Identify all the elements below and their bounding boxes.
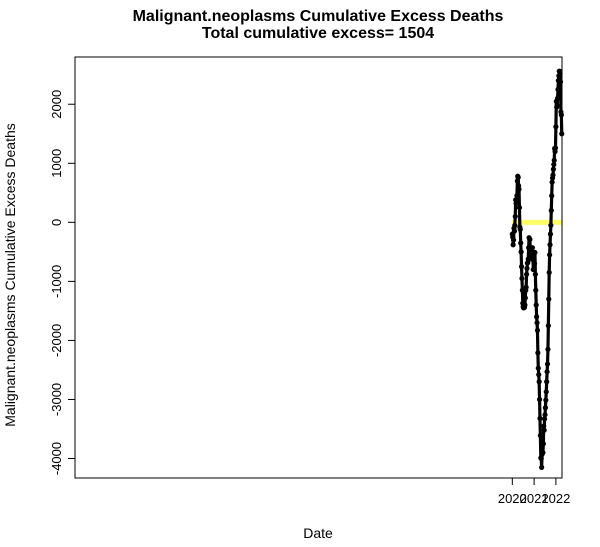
data-point	[538, 455, 544, 462]
plot-area	[509, 68, 565, 470]
data-point	[515, 174, 521, 181]
data-point	[550, 172, 556, 178]
data-point	[536, 396, 543, 403]
data-point	[554, 102, 560, 109]
x-tick-label: 2021	[520, 491, 549, 506]
series-line	[510, 69, 564, 469]
chart-subtitle: Total cumulative excess= 1504	[202, 25, 434, 42]
x-tick-label: 2020	[498, 491, 527, 506]
y-tick-label: -3000	[49, 383, 64, 416]
data-point	[518, 264, 525, 270]
data-point	[544, 379, 550, 385]
data-point	[516, 204, 523, 211]
data-point	[536, 379, 542, 385]
data-point	[548, 207, 554, 214]
data-point	[519, 275, 525, 282]
data-point	[543, 397, 549, 403]
data-point	[518, 240, 524, 246]
data-point	[512, 222, 518, 228]
data-point	[551, 161, 557, 168]
data-point	[545, 323, 551, 329]
data-point	[540, 450, 546, 456]
data-point	[548, 222, 554, 228]
data-point	[549, 179, 555, 185]
data-point	[541, 416, 548, 422]
data-point	[529, 245, 536, 251]
y-tick-label: -4000	[49, 442, 64, 475]
data-point	[522, 302, 528, 308]
data-point	[514, 193, 520, 199]
axes: -4000 -3000 -2000 -1000 0 1000 2000 20202021202…	[49, 90, 570, 506]
y-tick-label: -2000	[49, 324, 64, 357]
data-point	[534, 320, 540, 326]
data-point	[532, 271, 538, 277]
x-axis-label: Date	[303, 525, 333, 541]
data-point	[537, 432, 543, 439]
data-point	[545, 346, 551, 352]
data-point	[533, 287, 539, 293]
data-point	[542, 412, 548, 418]
data-point	[544, 369, 550, 375]
y-tick-label: 2000	[49, 90, 64, 119]
data-point	[540, 441, 546, 447]
data-point	[543, 389, 549, 395]
data-point	[535, 365, 541, 371]
data-point	[512, 213, 518, 220]
data-point	[539, 464, 545, 470]
data-point	[553, 124, 559, 130]
data-point	[518, 249, 524, 255]
data-point	[534, 314, 540, 320]
data-point	[541, 427, 547, 433]
data-point	[532, 249, 538, 256]
data-point	[535, 350, 541, 356]
data-point	[530, 266, 536, 273]
data-point	[558, 112, 564, 118]
data-point	[552, 145, 559, 151]
data-point	[522, 295, 528, 301]
data-point	[523, 284, 529, 290]
data-point	[554, 95, 561, 101]
data-point	[531, 261, 538, 267]
data-point	[547, 252, 553, 258]
data-point	[551, 157, 557, 163]
data-point	[557, 70, 563, 77]
data-point	[541, 423, 547, 429]
y-tick-label: -1000	[49, 265, 64, 298]
data-point	[542, 405, 549, 411]
data-point	[549, 193, 555, 199]
data-point	[517, 226, 523, 233]
data-point	[537, 415, 543, 421]
data-point	[536, 372, 542, 378]
data-point	[546, 269, 552, 276]
data-point	[547, 242, 553, 248]
data-point	[513, 200, 520, 206]
data-point	[516, 186, 522, 192]
data-point	[550, 166, 556, 172]
data-point	[544, 361, 551, 367]
y-tick-label: 1000	[49, 149, 64, 178]
plot-frame	[74, 56, 563, 479]
data-point	[523, 271, 530, 277]
data-point	[527, 236, 533, 243]
data-point	[510, 237, 517, 243]
data-point	[534, 327, 541, 333]
data-point	[555, 86, 561, 93]
data-point	[546, 296, 552, 302]
data-point	[547, 231, 554, 237]
data-point	[533, 302, 539, 308]
data-point	[511, 228, 518, 234]
y-axis-label: Malignant.neoplasms Cumulative Excess De…	[2, 123, 18, 426]
chart-title: Malignant.neoplasms Cumulative Excess De…	[133, 8, 504, 25]
data-point	[524, 265, 530, 271]
data-point	[510, 242, 516, 248]
x-tick-label: 2022	[541, 491, 570, 506]
y-tick-label: 0	[49, 219, 64, 226]
